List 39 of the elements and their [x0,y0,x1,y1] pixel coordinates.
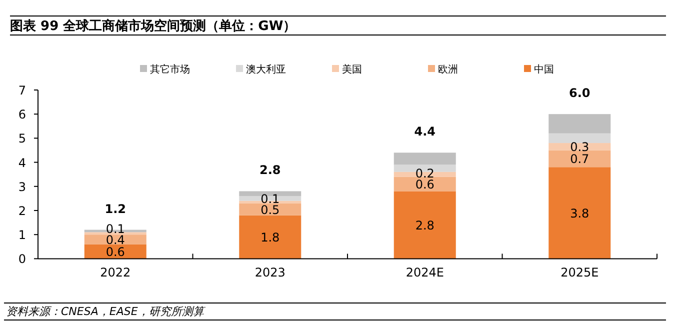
y-tick-label: 6 [18,108,26,122]
bar [548,150,611,168]
data-label: 3.8 [570,206,590,220]
bar [239,215,302,259]
data-label: 0.7 [570,152,590,166]
data-label: 0.6 [106,244,125,259]
y-tick-label: 4 [18,156,26,170]
legend-label: 澳大利亚 [246,64,286,76]
x-tick-label: 2022 [100,266,131,280]
y-tick-label: 2 [18,204,26,218]
bar [394,191,456,259]
x-tick-label: 2025E [560,266,599,280]
bar [84,232,146,235]
total-label: 4.4 [414,124,436,139]
total-label: 1.2 [104,202,126,216]
bar [548,114,611,134]
total-label: 2.8 [259,163,281,178]
legend-label: 其它市场 [150,64,190,76]
y-tick-label: 3 [18,180,26,194]
x-tick-label: 2024E [406,266,444,280]
y-tick-label: 1 [18,228,26,242]
bar [548,133,611,144]
bar [239,203,302,216]
bar [394,152,456,165]
y-tick-label: 0 [18,252,26,266]
legend-label: 欧洲 [438,64,458,76]
legend-label: 中国 [534,64,554,76]
bar [548,143,611,150]
data-label: 2.8 [415,218,434,232]
y-tick-label: 5 [18,132,26,146]
legend-label: 美国 [342,64,362,76]
data-label: 0.3 [570,140,590,154]
total-label: 6.0 [568,86,590,100]
chart-title: 图表 99 全球工商储市场空间预测（单位：GW） [10,18,296,34]
y-tick-label: 7 [18,84,26,98]
x-tick-label: 2023 [254,266,286,280]
text: 资料来源：CNESA，EASE，研究所测算 [6,305,206,318]
data-label: 1.8 [260,230,280,245]
bar [548,167,611,259]
